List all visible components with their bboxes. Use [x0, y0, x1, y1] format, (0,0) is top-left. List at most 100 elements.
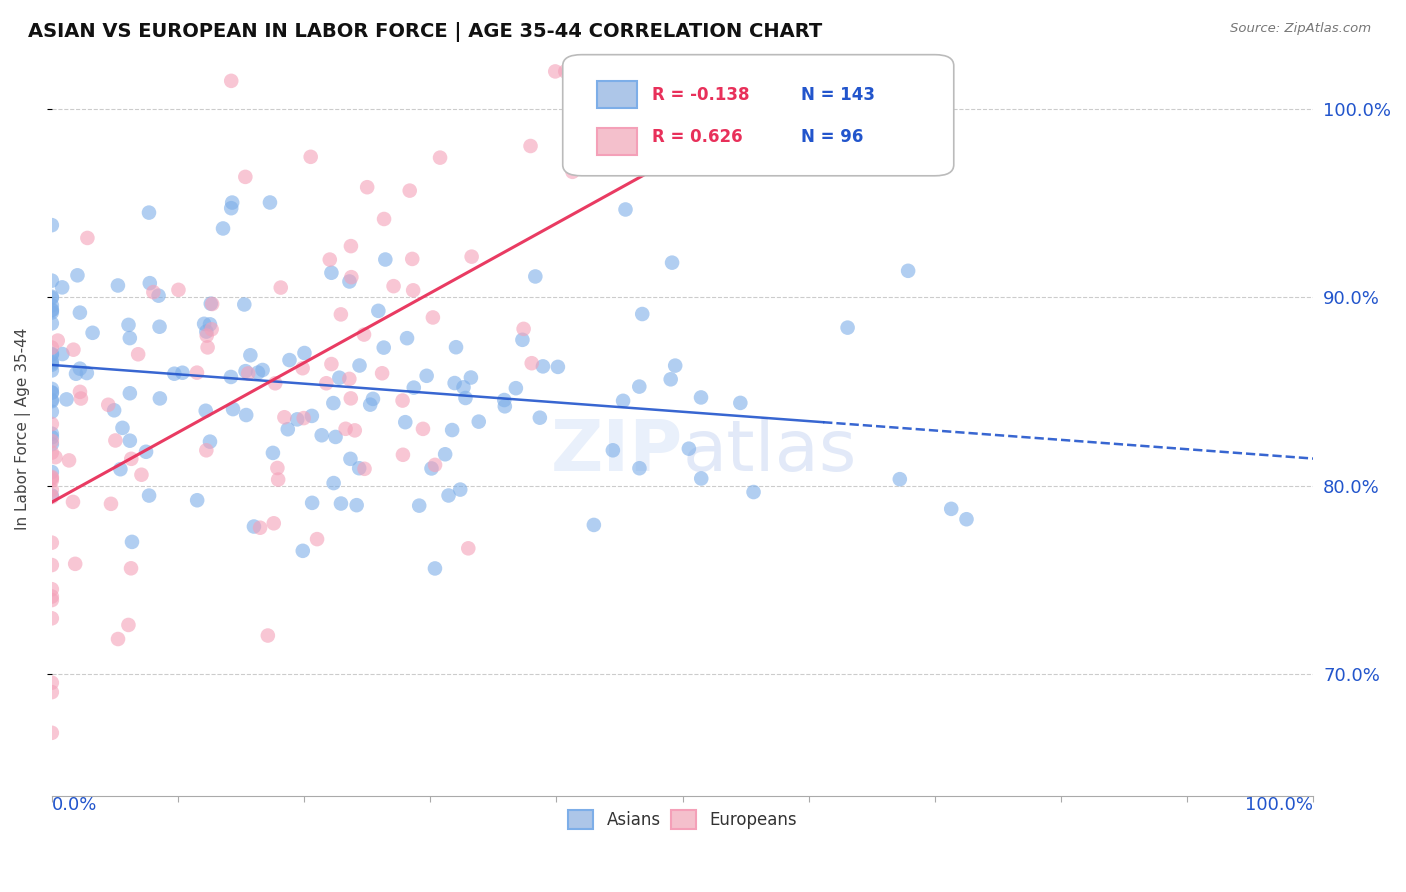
Point — [148, 319, 170, 334]
Point — [460, 250, 482, 264]
Point — [468, 415, 491, 429]
Point — [76, 366, 98, 380]
Point — [51, 280, 73, 294]
Point — [142, 285, 165, 299]
Point — [837, 320, 859, 334]
Point — [512, 333, 534, 347]
Point — [41, 470, 63, 484]
Point — [107, 632, 129, 646]
Point — [103, 403, 125, 417]
Point — [454, 391, 477, 405]
Point — [322, 476, 344, 491]
Point — [41, 489, 63, 503]
Point — [41, 341, 63, 355]
Point — [292, 411, 315, 425]
Point — [420, 461, 443, 475]
Point — [434, 447, 457, 461]
Point — [340, 270, 363, 285]
Point — [82, 326, 104, 340]
Point — [291, 544, 314, 558]
Point — [402, 283, 425, 297]
Point — [198, 434, 221, 449]
Point — [449, 483, 471, 497]
Text: N = 96: N = 96 — [801, 128, 863, 146]
Point — [319, 252, 342, 267]
Point — [41, 317, 63, 331]
Point — [512, 322, 534, 336]
Point — [494, 400, 516, 414]
Point — [524, 269, 547, 284]
Point — [41, 394, 63, 409]
Point — [561, 165, 583, 179]
Point — [343, 423, 366, 437]
Point — [582, 517, 605, 532]
Point — [661, 255, 683, 269]
Point — [186, 493, 208, 508]
Point — [259, 195, 281, 210]
Point — [97, 398, 120, 412]
Point — [41, 218, 63, 232]
Point — [270, 280, 292, 294]
Point — [278, 353, 301, 368]
Point — [373, 341, 395, 355]
Y-axis label: In Labor Force | Age 35-44: In Labor Force | Age 35-44 — [15, 328, 31, 530]
Point — [41, 385, 63, 400]
Point — [41, 302, 63, 317]
Point — [325, 430, 347, 444]
Text: N = 143: N = 143 — [801, 87, 875, 104]
Point — [69, 305, 91, 319]
Point — [346, 498, 368, 512]
Point — [118, 386, 141, 401]
Point — [339, 275, 361, 289]
Point — [41, 347, 63, 361]
Point — [457, 541, 479, 556]
Point — [235, 408, 257, 422]
Point — [742, 485, 765, 500]
Point — [41, 305, 63, 319]
Point — [373, 212, 395, 227]
Point — [41, 356, 63, 370]
Point — [197, 340, 219, 354]
Text: 100.0%: 100.0% — [1246, 796, 1313, 814]
Point — [239, 348, 262, 362]
Point — [889, 472, 911, 486]
Point — [118, 331, 141, 345]
Point — [219, 74, 242, 88]
Point — [172, 366, 194, 380]
Point — [277, 422, 299, 436]
Point — [441, 423, 464, 437]
Point — [391, 393, 413, 408]
Point — [401, 252, 423, 266]
Text: R = 0.626: R = 0.626 — [652, 128, 742, 146]
Point — [356, 180, 378, 194]
Point — [41, 434, 63, 448]
Point — [194, 403, 217, 417]
Point — [138, 205, 160, 219]
Point — [76, 231, 98, 245]
Point — [41, 558, 63, 572]
Point — [62, 495, 84, 509]
Point — [367, 303, 389, 318]
Point — [41, 685, 63, 699]
Point — [335, 422, 357, 436]
Point — [198, 318, 221, 332]
Point — [612, 393, 634, 408]
Point — [131, 467, 153, 482]
Point — [519, 139, 541, 153]
Point — [429, 151, 451, 165]
Point — [118, 434, 141, 448]
Point — [299, 150, 322, 164]
Point — [347, 461, 370, 475]
Point — [249, 521, 271, 535]
Point — [70, 392, 93, 406]
Point — [301, 409, 323, 423]
Point — [41, 590, 63, 604]
Point — [614, 202, 637, 217]
Point — [46, 334, 69, 348]
Point — [41, 726, 63, 740]
Point — [195, 325, 218, 339]
Text: Source: ZipAtlas.com: Source: ZipAtlas.com — [1230, 22, 1371, 36]
Point — [494, 392, 516, 407]
Point — [531, 359, 554, 374]
Point — [256, 628, 278, 642]
